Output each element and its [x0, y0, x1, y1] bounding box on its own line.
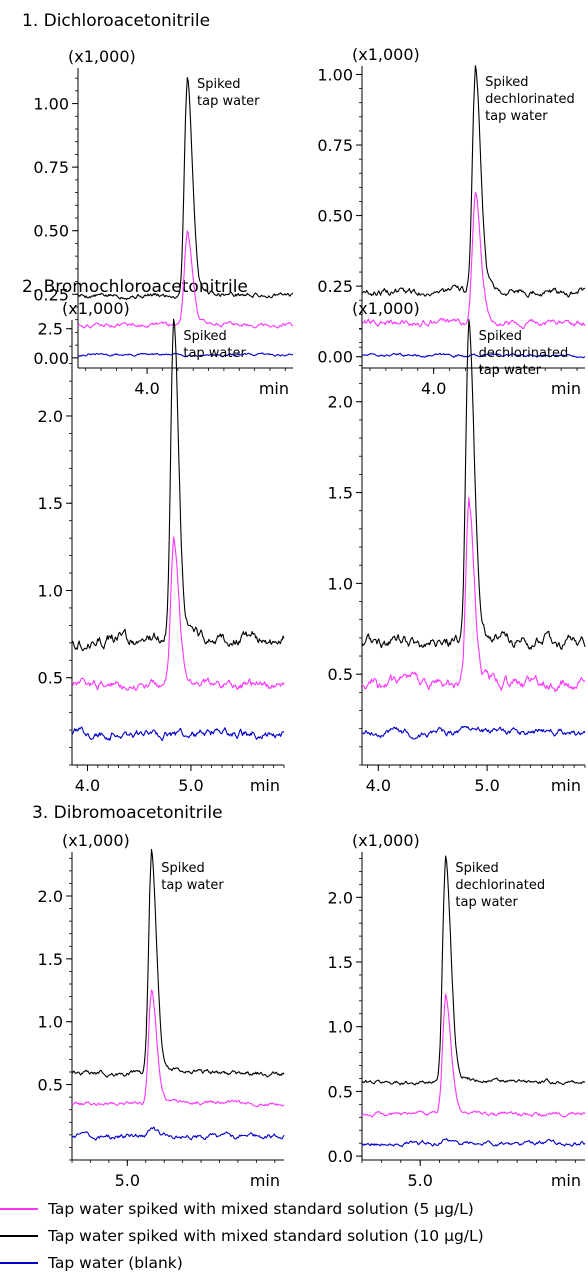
y-axis-scale-label: (x1,000): [62, 831, 130, 850]
y-axis-scale-label: (x1,000): [352, 831, 420, 850]
y-tick-label: 0.00: [317, 348, 353, 367]
chart-annotation: Spiked: [485, 75, 528, 90]
series-line: [361, 65, 586, 298]
y-tick-label: 0.00: [33, 349, 69, 368]
y-tick-label: 1.5: [38, 950, 63, 969]
y-tick-label: 1.5: [38, 494, 63, 513]
chart-annotation: tap water: [479, 363, 542, 378]
legend-swatch: [0, 1262, 38, 1264]
legend-label: Tap water spiked with mixed standard sol…: [48, 1200, 474, 1218]
x-axis-label: min: [551, 1171, 581, 1190]
x-tick-label: 5.0: [407, 1171, 432, 1190]
x-tick-label: 4.0: [75, 776, 100, 795]
y-tick-label: 2.5: [38, 320, 63, 339]
y-tick-label: 2.0: [328, 393, 353, 412]
series-line: [71, 848, 285, 1078]
y-tick-label: 0.5: [38, 1076, 63, 1095]
y-tick-label: 1.00: [33, 95, 69, 114]
y-axis-scale-label: (x1,000): [352, 299, 420, 318]
chart-annotation: tap water: [197, 94, 260, 109]
x-tick-label: 4.0: [366, 776, 391, 795]
chart-annotation: dechlorinated: [455, 878, 545, 893]
y-tick-label: 0.75: [33, 158, 69, 177]
y-tick-label: 2.0: [38, 407, 63, 426]
series-line: [361, 993, 586, 1118]
series-line: [77, 230, 294, 329]
y-tick-label: 0.25: [33, 285, 69, 304]
x-axis-label: min: [551, 379, 581, 398]
series-line: [361, 191, 586, 330]
chart-annotation: Spiked: [479, 329, 522, 344]
y-tick-label: 0.75: [317, 136, 353, 155]
legend: Tap water spiked with mixed standard sol…: [0, 1196, 588, 1277]
y-tick-label: 0.5: [328, 665, 353, 684]
panel-title: 1. Dichloroacetonitrile: [22, 11, 210, 31]
x-axis-label: min: [250, 1171, 280, 1190]
x-tick-label: 5.0: [178, 776, 203, 795]
x-tick-label: 5.0: [115, 1171, 140, 1190]
x-axis-label: min: [551, 776, 581, 795]
legend-item: Tap water spiked with mixed standard sol…: [0, 1196, 474, 1222]
series-line: [71, 1126, 285, 1141]
x-axis-label: min: [250, 776, 280, 795]
panel-title: 3. Dibromoacetonitrile: [32, 803, 223, 823]
legend-label: Tap water (blank): [48, 1254, 183, 1272]
y-tick-label: 0.5: [38, 669, 63, 688]
chart-annotation: Spiked: [197, 77, 240, 92]
legend-swatch: [0, 1208, 38, 1210]
y-tick-label: 1.00: [317, 65, 353, 84]
x-axis-label: min: [259, 379, 289, 398]
y-tick-label: 1.0: [328, 574, 353, 593]
chart-annotation: Spiked: [455, 861, 498, 876]
chart-annotation: Spiked: [183, 329, 226, 344]
legend-item: Tap water (blank): [0, 1250, 183, 1276]
y-tick-label: 2.0: [328, 888, 353, 907]
y-tick-label: 1.0: [38, 1013, 63, 1032]
series-line: [71, 318, 285, 652]
chart-annotation: tap water: [161, 878, 224, 893]
series-line: [77, 352, 294, 358]
x-tick-label: 4.0: [134, 379, 159, 398]
y-tick-label: 1.5: [328, 953, 353, 972]
x-tick-label: 5.0: [474, 776, 499, 795]
chart-annotation: tap water: [485, 109, 548, 124]
series-line: [361, 497, 586, 693]
series-line: [77, 76, 294, 301]
y-tick-label: 0.25: [317, 277, 353, 296]
y-tick-label: 0.50: [33, 222, 69, 241]
chart-annotation: dechlorinated: [479, 346, 569, 361]
y-tick-label: 0.50: [317, 207, 353, 226]
y-tick-label: 2.0: [38, 887, 63, 906]
chart-annotation: tap water: [183, 346, 246, 361]
legend-swatch: [0, 1235, 38, 1237]
y-axis-scale-label: (x1,000): [68, 47, 136, 66]
y-tick-label: 0.5: [328, 1082, 353, 1101]
chart-annotation: Spiked: [161, 861, 204, 876]
series-line: [71, 989, 285, 1108]
chart-annotation: dechlorinated: [485, 92, 575, 107]
series-line: [71, 536, 285, 691]
x-tick-label: 4.0: [421, 379, 446, 398]
series-line: [361, 855, 586, 1086]
series-line: [361, 319, 586, 650]
y-axis-scale-label: (x1,000): [352, 45, 420, 64]
chart-annotation: tap water: [455, 895, 518, 910]
series-line: [361, 1138, 586, 1148]
legend-label: Tap water spiked with mixed standard sol…: [48, 1227, 484, 1245]
legend-item: Tap water spiked with mixed standard sol…: [0, 1223, 484, 1249]
y-tick-label: 0.0: [328, 1147, 353, 1166]
series-line: [71, 726, 285, 742]
y-tick-label: 1.5: [328, 484, 353, 503]
y-axis-scale-label: (x1,000): [62, 299, 130, 318]
y-tick-label: 1.0: [38, 581, 63, 600]
y-tick-label: 1.0: [328, 1018, 353, 1037]
series-line: [361, 725, 586, 740]
series-line: [361, 352, 586, 359]
